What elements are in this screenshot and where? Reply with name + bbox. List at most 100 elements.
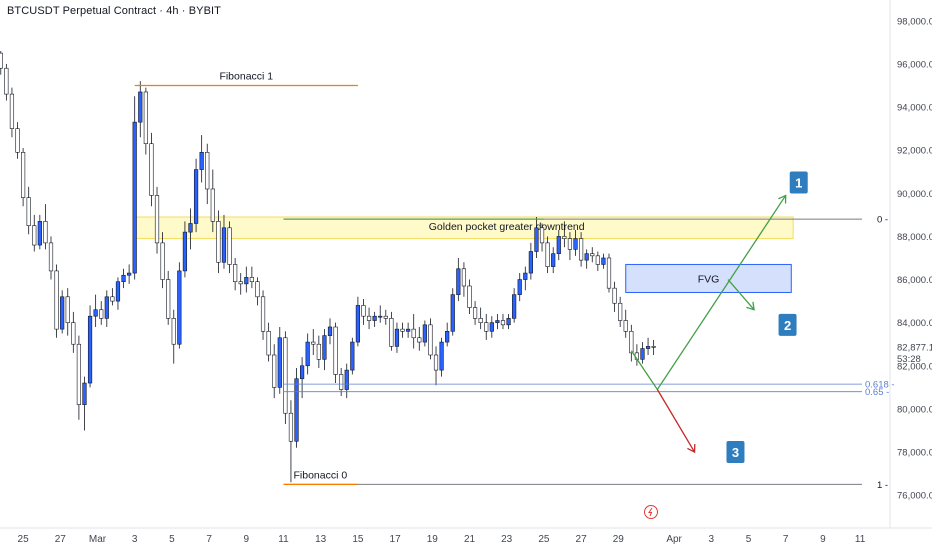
x-tick-label: 15 (352, 534, 364, 545)
candle-body (595, 255, 600, 265)
candle-body (344, 369, 349, 390)
candle-body (629, 330, 634, 354)
candle-body (288, 412, 294, 442)
x-tick-label: 19 (427, 534, 439, 545)
projection-marker-label: 3 (732, 445, 739, 460)
x-tick-label: 25 (538, 534, 550, 545)
candle-body (216, 221, 221, 263)
candle-body (160, 242, 165, 280)
y-tick-label: 92,000.0 (897, 146, 932, 157)
fvg-zone (625, 263, 792, 293)
candle-body (372, 315, 377, 321)
candle-body (20, 152, 26, 198)
candle-body (461, 268, 467, 287)
candle-body (500, 320, 506, 326)
candle-body (316, 343, 321, 360)
candle-body (523, 272, 528, 280)
candle-body (221, 227, 227, 263)
candle-body (115, 281, 121, 302)
candle-body (640, 348, 645, 360)
candle-body (138, 91, 143, 123)
candle-body (210, 188, 215, 222)
y-tick-label: 78,000.0 (897, 448, 932, 459)
x-tick-label: 27 (55, 534, 67, 545)
candle-body (450, 294, 455, 332)
candle-body (366, 315, 372, 321)
y-tick-label: 82,000.0 (897, 361, 932, 372)
candle-body (406, 328, 411, 332)
candle-body (428, 324, 433, 356)
candle-body (590, 253, 595, 257)
candle-body (65, 296, 70, 323)
candle-body (394, 328, 400, 347)
candle-body (294, 378, 299, 442)
candle-body (299, 365, 305, 380)
candle-body (199, 152, 204, 170)
y-tick-label: 94,000.0 (897, 103, 932, 114)
candle-body (539, 227, 545, 244)
projection-arrowhead (687, 444, 696, 454)
candle-body (545, 242, 550, 267)
candle-body (149, 143, 154, 196)
candle-body (205, 152, 210, 190)
x-tick-label: 11 (278, 534, 289, 545)
y-tick-label: 80,000.0 (897, 404, 932, 415)
candle-body (512, 294, 517, 319)
x-tick-label: Mar (89, 534, 107, 545)
candle-body (60, 296, 65, 330)
candle-body (567, 238, 573, 250)
candle-body (238, 281, 243, 285)
candle-body (439, 341, 444, 371)
x-tick-label: 7 (783, 534, 789, 545)
golden-pocket-label: Golden pocket greater downtrend (429, 221, 585, 233)
candle-body (584, 253, 589, 261)
candle-body (484, 322, 489, 332)
candle-body (87, 315, 93, 384)
candle-body (556, 236, 561, 254)
candle-body (478, 318, 483, 323)
candle-body (244, 277, 249, 285)
candle-body (272, 354, 277, 388)
candle-body (489, 322, 494, 332)
candle-body (378, 315, 383, 318)
grid-layer (0, 0, 932, 529)
candle-body (417, 337, 422, 343)
fib-level-label: 1 - (877, 480, 888, 491)
candle-body (350, 341, 355, 371)
candle-body (578, 238, 584, 261)
x-tick-label: 29 (613, 534, 625, 545)
candle-body (305, 341, 310, 367)
candle-body (26, 197, 31, 226)
x-tick-label: 25 (18, 534, 30, 545)
x-tick-label: 13 (315, 534, 327, 545)
candle-body (43, 221, 48, 244)
candle-body (76, 343, 81, 405)
candles-layer (0, 50, 656, 483)
candle-body (154, 195, 160, 244)
candle-body (166, 279, 171, 319)
candle-body (433, 354, 439, 371)
x-tick-label: Apr (666, 534, 682, 545)
candle-body (506, 318, 511, 326)
candle-body (445, 330, 450, 343)
candle-body (422, 324, 427, 343)
candle-body (534, 227, 539, 252)
candle-body (171, 318, 176, 345)
candle-body (255, 281, 260, 298)
candle-body (277, 337, 282, 388)
candle-body (322, 335, 327, 360)
y-tick-label: 88,000.0 (897, 232, 932, 243)
candle-body (193, 169, 199, 224)
candle-body (456, 268, 461, 295)
candle-body (266, 330, 271, 356)
y-tick-label: 86,000.0 (897, 275, 932, 286)
y-tick-label: 76,000.0 (897, 491, 932, 502)
candle-body (355, 305, 361, 343)
fibonacci-0-label: Fibonacci 0 (294, 469, 348, 481)
x-tick-label: 17 (390, 534, 402, 545)
lightning-icon (648, 507, 653, 517)
candle-body (400, 328, 405, 332)
candle-body (249, 277, 254, 282)
chart-title: BTCUSDT Perpetual Contract · 4h · BYBIT (7, 5, 221, 17)
